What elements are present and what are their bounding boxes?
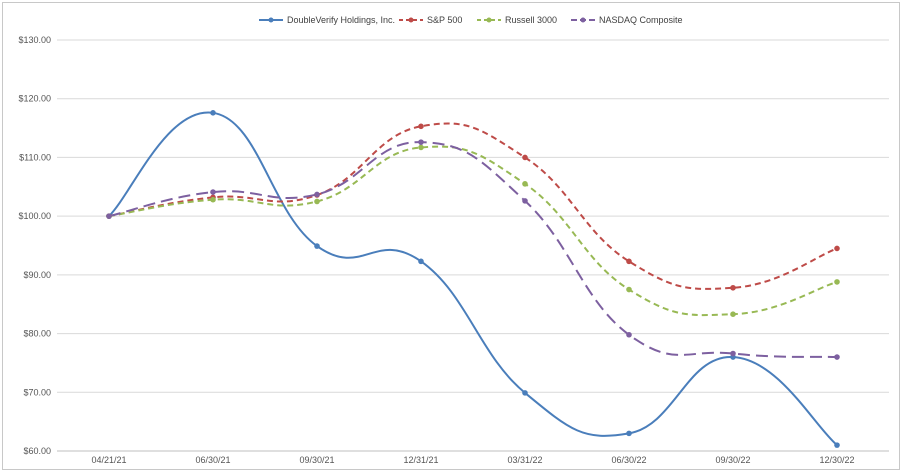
data-point-nasdaq-composite bbox=[418, 139, 424, 145]
legend-item-s-p-500: S&P 500 bbox=[399, 15, 462, 25]
data-point-nasdaq-composite bbox=[522, 198, 528, 204]
data-point-russell-3000 bbox=[418, 144, 424, 151]
y-tick-label: $130.00 bbox=[18, 35, 51, 45]
x-tick-label: 09/30/21 bbox=[299, 455, 334, 465]
legend: DoubleVerify Holdings, Inc. S&P 500 Russel… bbox=[259, 15, 683, 25]
data-point-nasdaq-composite bbox=[834, 354, 840, 360]
y-tick-label: $70.00 bbox=[23, 387, 51, 397]
data-point-russell-3000 bbox=[210, 196, 216, 203]
data-point-russell-3000 bbox=[730, 311, 736, 317]
y-tick-label: $90.00 bbox=[23, 270, 51, 280]
x-tick-label: 03/31/22 bbox=[507, 455, 542, 465]
series-line-s-p-500 bbox=[108, 122, 838, 290]
legend-marker bbox=[486, 17, 492, 23]
y-tick-label: $80.00 bbox=[23, 329, 51, 339]
legend-marker bbox=[580, 17, 586, 23]
x-tick-label: 06/30/21 bbox=[195, 455, 230, 465]
legend-label: Russell 3000 bbox=[505, 15, 557, 25]
series-points bbox=[106, 110, 840, 448]
x-tick-label: 09/30/22 bbox=[715, 455, 750, 465]
line-chart: $60.00 $70.00 $80.00 $90.00 $100.00 $110.00 $1… bbox=[18, 15, 889, 465]
y-tick-label: $60.00 bbox=[23, 446, 51, 456]
legend-marker bbox=[408, 17, 414, 23]
data-point-doubleverify-holdings-inc bbox=[314, 243, 320, 249]
legend-item-nasdaq-composite: NASDAQ Composite bbox=[571, 15, 683, 25]
series-line-nasdaq-composite bbox=[108, 141, 838, 359]
x-tick-label: 12/31/21 bbox=[403, 455, 438, 465]
data-point-doubleverify-holdings-inc bbox=[626, 430, 632, 437]
y-tick-label: $100.00 bbox=[18, 211, 51, 221]
data-point-nasdaq-composite bbox=[730, 350, 736, 357]
y-tick-label: $120.00 bbox=[18, 94, 51, 104]
series-line-russell-3000 bbox=[108, 145, 838, 317]
legend-label: DoubleVerify Holdings, Inc. bbox=[287, 15, 395, 25]
data-point-nasdaq-composite bbox=[106, 213, 112, 219]
data-point-s-p-500 bbox=[418, 123, 424, 130]
data-point-s-p-500 bbox=[730, 284, 736, 291]
data-point-doubleverify-holdings-inc bbox=[418, 258, 424, 265]
gridlines bbox=[57, 39, 889, 452]
legend-label: S&P 500 bbox=[427, 15, 462, 25]
x-axis: 04/21/21 06/30/21 09/30/21 12/31/21 03/31/22… bbox=[57, 450, 889, 465]
data-point-doubleverify-holdings-inc bbox=[834, 442, 840, 448]
x-tick-label: 04/21/21 bbox=[91, 455, 126, 465]
legend-item-russell-3000: Russell 3000 bbox=[477, 15, 557, 25]
series-lines bbox=[108, 111, 838, 446]
series-line-doubleverify-holdings-inc bbox=[108, 111, 838, 446]
data-point-russell-3000 bbox=[834, 279, 840, 285]
data-point-s-p-500 bbox=[834, 245, 840, 252]
y-tick-label: $110.00 bbox=[19, 152, 51, 162]
data-point-nasdaq-composite bbox=[210, 189, 216, 195]
legend-item-doubleverify-holdings-inc: DoubleVerify Holdings, Inc. bbox=[259, 15, 395, 25]
data-point-nasdaq-composite bbox=[314, 191, 320, 198]
data-point-s-p-500 bbox=[626, 258, 632, 265]
data-point-doubleverify-holdings-inc bbox=[210, 110, 216, 116]
legend-label: NASDAQ Composite bbox=[599, 15, 683, 25]
data-point-doubleverify-holdings-inc bbox=[522, 390, 528, 396]
data-point-russell-3000 bbox=[314, 198, 320, 205]
y-axis: $60.00 $70.00 $80.00 $90.00 $100.00 $110.00 $1… bbox=[18, 35, 51, 456]
legend-marker bbox=[268, 17, 274, 23]
data-point-s-p-500 bbox=[522, 154, 528, 161]
data-point-russell-3000 bbox=[626, 286, 632, 293]
data-point-russell-3000 bbox=[522, 181, 528, 187]
data-point-nasdaq-composite bbox=[626, 331, 632, 338]
x-tick-label: 06/30/22 bbox=[611, 455, 646, 465]
x-tick-label: 12/30/22 bbox=[819, 455, 854, 465]
